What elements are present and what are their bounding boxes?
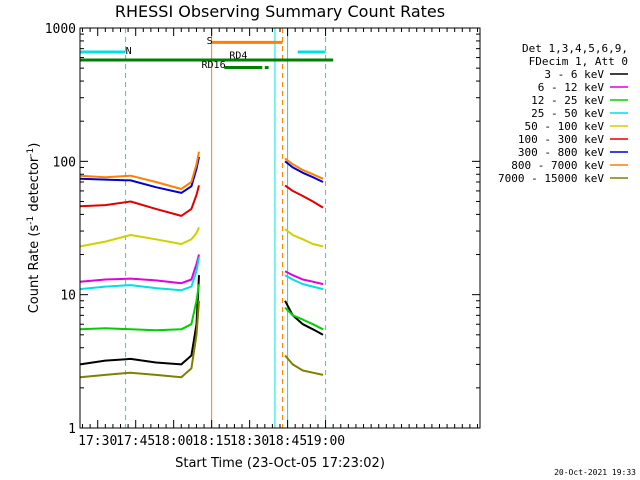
annotation-n: N <box>126 46 132 57</box>
series-line-25-50-kev-seg0 <box>79 257 200 292</box>
series-line-3-6-kev-seg0 <box>79 275 200 366</box>
series-line-12-25-kev-seg1 <box>284 306 324 331</box>
legend-label-25-50-kev: 25 - 50 keV <box>531 107 604 120</box>
series-line-25-50-kev-seg1 <box>284 274 324 291</box>
legend-label-12-25-kev: 12 - 25 keV <box>531 94 604 107</box>
legend-label-300-800-kev: 300 - 800 keV <box>518 146 604 159</box>
series-line-300-800-kev-seg0 <box>79 156 200 194</box>
series-line-7000-15000-kev-seg1 <box>284 354 324 376</box>
series-line-300-800-kev-seg1 <box>284 160 324 183</box>
x-tick-label-17-30: 17:30 <box>78 434 117 449</box>
series-line-50-100-kev-seg1 <box>284 228 324 248</box>
x-tick-label-19-00: 19:00 <box>306 434 345 449</box>
flag-bars <box>80 40 334 70</box>
legend-label-3-6-kev: 3 - 6 keV <box>544 68 604 81</box>
series-line-7000-15000-kev-seg0 <box>79 300 200 379</box>
series-line-100-300-kev-seg0 <box>79 185 200 217</box>
vertical-markers <box>79 28 327 428</box>
series-line-800-7000-kev-seg0 <box>79 151 200 190</box>
legend-label-6-12-kev: 6 - 12 keV <box>538 81 605 94</box>
y-axis-label-mid: detector <box>27 156 42 216</box>
legend-header-0: Det 1,3,4,5,6,9, <box>522 42 628 55</box>
legend: Det 1,3,4,5,6,9,FDecim 1, Att 03 - 6 keV… <box>498 42 628 185</box>
x-tick-label-18-15: 18:15 <box>192 434 231 449</box>
legend-label-100-300-kev: 100 - 300 keV <box>518 133 604 146</box>
annotation-rd16: RD16 <box>202 60 226 71</box>
y-axis-label-sup2: -1 <box>26 148 36 157</box>
series-line-6-12-kev-seg0 <box>79 254 200 285</box>
x-tick-label-18-30: 18:30 <box>230 434 269 449</box>
y-axis-label: Count Rate (s-1 detector-1) <box>26 143 42 314</box>
series-lines <box>79 151 324 379</box>
legend-label-800-7000-kev: 800 - 7000 keV <box>511 159 604 172</box>
y-axis-label-sup1: -1 <box>26 216 36 225</box>
series-line-50-100-kev-seg0 <box>79 226 200 248</box>
annotation-rd4: RD4 <box>229 51 247 62</box>
plot-frame <box>79 27 481 429</box>
y-axis-label-prefix: Count Rate (s <box>27 225 42 314</box>
y-tick-label-1000: 1000 <box>45 22 76 37</box>
x-tick-label-18-45: 18:45 <box>268 434 307 449</box>
x-tick-label-18-00: 18:00 <box>154 434 193 449</box>
x-axis-label: Start Time (23-Oct-05 17:23:02) <box>175 456 385 471</box>
series-line-100-300-kev-seg1 <box>284 184 324 209</box>
y-tick-label-100: 100 <box>53 155 76 170</box>
footer-timestamp: 20-Oct-2021 19:33 <box>554 468 636 477</box>
y-tick-label-10: 10 <box>60 289 76 304</box>
x-tick-label-17-45: 17:45 <box>116 434 155 449</box>
legend-label-7000-15000-kev: 7000 - 15000 keV <box>498 172 604 185</box>
annotation-s: S <box>207 36 213 47</box>
series-line-6-12-kev-seg1 <box>284 270 324 286</box>
series-line-3-6-kev-seg1 <box>284 300 324 336</box>
series-line-800-7000-kev-seg1 <box>284 157 324 180</box>
y-tick-label-1: 1 <box>68 422 76 437</box>
chart-title: RHESSI Observing Summary Count Rates <box>115 2 445 21</box>
series-line-12-25-kev-seg0 <box>79 283 200 332</box>
legend-label-50-100-kev: 50 - 100 keV <box>525 120 605 133</box>
y-axis-label-suffix: ) <box>27 143 42 148</box>
legend-header-1: FDecim 1, Att 0 <box>529 55 628 68</box>
y-axis: 1 10 100 1000 <box>45 22 480 437</box>
